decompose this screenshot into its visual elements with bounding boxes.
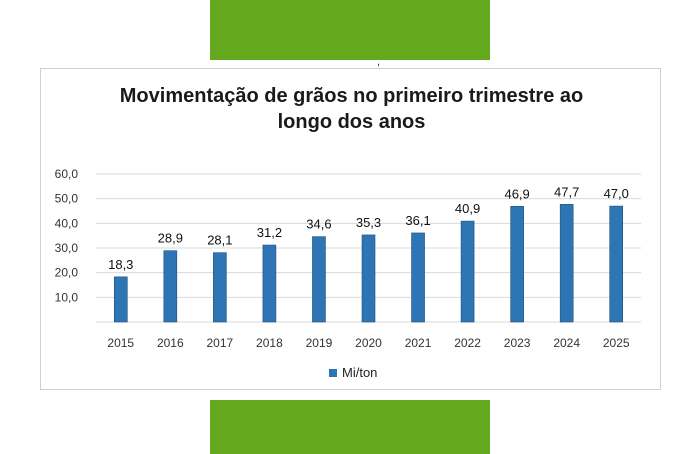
- y-tick-label: 20,0: [55, 266, 79, 280]
- y-tick-label: 60,0: [55, 167, 79, 181]
- data-label-2016: 28,9: [158, 231, 183, 246]
- y-tick-label: 10,0: [55, 290, 79, 304]
- x-tick-label-2021: 2021: [405, 336, 432, 350]
- x-tick-label-2024: 2024: [553, 336, 580, 350]
- x-tick-label-2018: 2018: [256, 336, 283, 350]
- data-label-2025: 47,0: [604, 186, 629, 201]
- data-label-2022: 40,9: [455, 201, 480, 216]
- bar-2020: [361, 234, 376, 323]
- x-tick-label-2025: 2025: [603, 336, 630, 350]
- top-green-banner: [210, 0, 490, 60]
- chart-title-line-2: longo dos anos: [277, 111, 426, 133]
- x-tick-label-2017: 2017: [207, 336, 234, 350]
- y-tick-label: 40,0: [55, 216, 79, 230]
- data-label-2024: 47,7: [554, 184, 579, 199]
- x-tick-label-2023: 2023: [504, 336, 531, 350]
- bar-2023: [510, 206, 524, 323]
- data-label-2021: 36,1: [405, 213, 430, 228]
- stray-mark: ,: [377, 56, 381, 68]
- data-label-2018: 31,2: [257, 225, 282, 240]
- y-tick-label: 30,0: [55, 241, 79, 255]
- data-label-2017: 28,1: [207, 233, 232, 248]
- legend-label: Mi/ton: [342, 365, 378, 380]
- bar-2024: [559, 204, 574, 323]
- legend: Mi/ton: [329, 365, 377, 380]
- data-label-2019: 34,6: [306, 217, 331, 232]
- bar-2018: [262, 244, 277, 323]
- data-label-2020: 35,3: [356, 215, 381, 230]
- bar-2025: [609, 205, 624, 323]
- bar-2019: [312, 236, 326, 323]
- legend-swatch: [329, 368, 337, 377]
- x-tick-label-2019: 2019: [306, 336, 333, 350]
- chart-title-line-1: Movimentação de grãos no primeiro trimes…: [119, 85, 584, 107]
- bottom-green-banner: [210, 400, 490, 454]
- bar-chart: 10,0 20,0 30,0 40,0 50,0 60,0 18,3 2015 28,9 2016…: [55, 167, 641, 350]
- bar-2021: [411, 232, 425, 323]
- chart-title: Movimentação de grãos no primeiro trimes…: [41, 83, 662, 135]
- chart-frame: Movimentação de grãos no primeiro trimes…: [40, 68, 661, 390]
- bar-2015: [113, 276, 128, 323]
- data-label-2015: 18,3: [108, 257, 133, 272]
- x-tick-label-2020: 2020: [355, 336, 382, 350]
- y-tick-label: 50,0: [55, 192, 79, 206]
- x-tick-label-2015: 2015: [107, 336, 134, 350]
- data-label-2023: 46,9: [504, 186, 529, 201]
- bar-2016: [163, 250, 178, 323]
- x-tick-label-2022: 2022: [454, 336, 481, 350]
- bar-2022: [460, 220, 475, 323]
- bar-2017: [213, 252, 227, 323]
- x-tick-label-2016: 2016: [157, 336, 184, 350]
